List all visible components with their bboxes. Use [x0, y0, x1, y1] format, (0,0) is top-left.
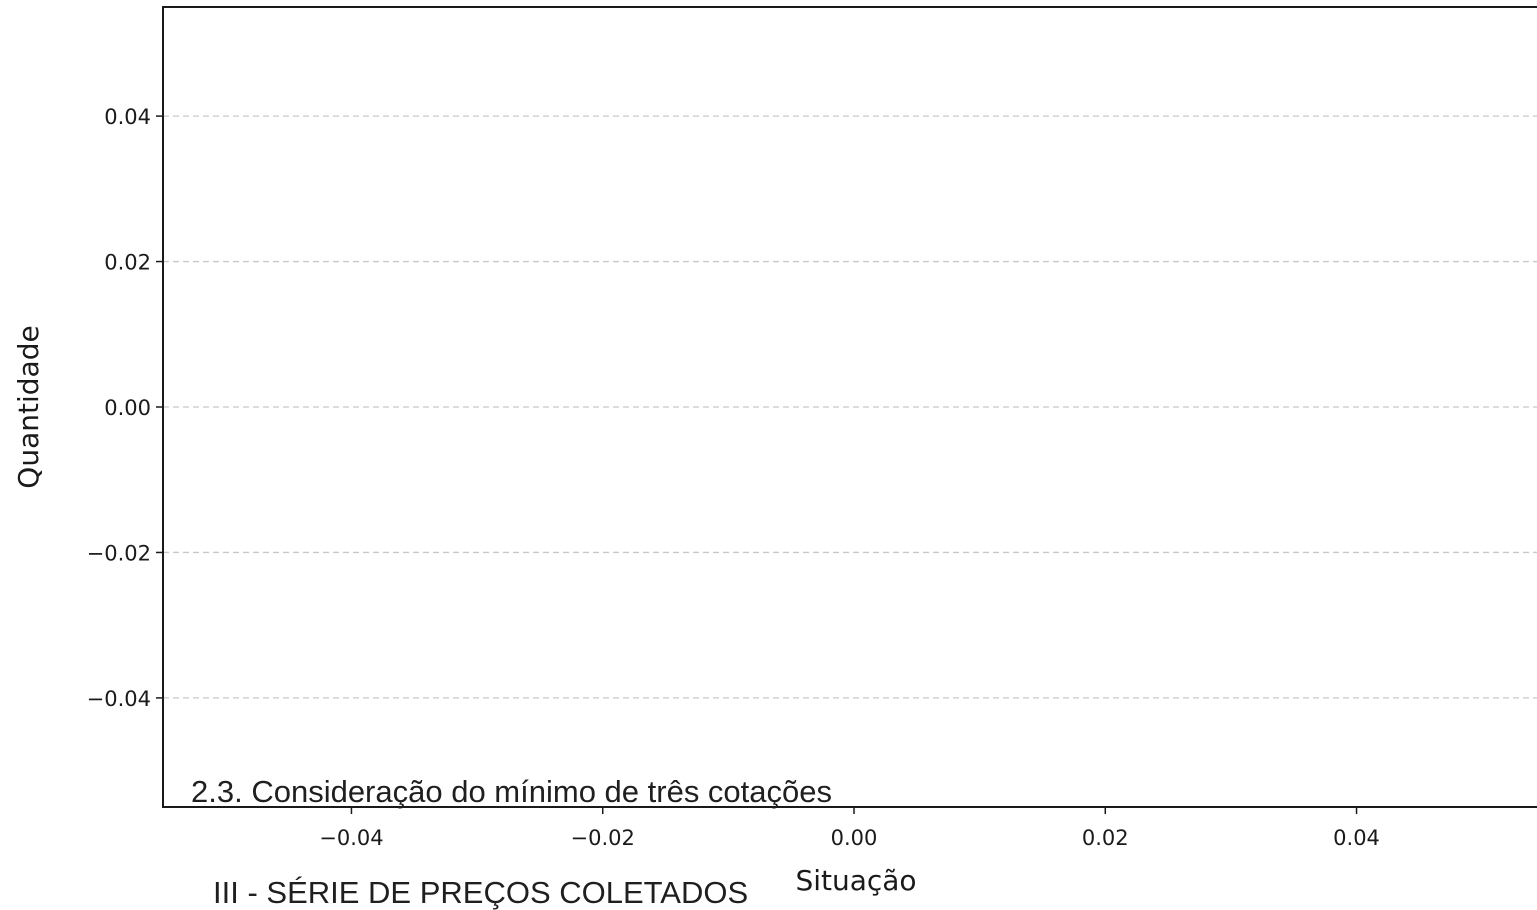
document-subsection-heading: 2.3. Consideração do mínimo de três cota…	[191, 774, 833, 809]
x-tick-label: −0.04	[319, 826, 383, 850]
y-axis-label: Quantidade	[12, 325, 45, 488]
x-axis-ticks: −0.04 −0.02 0.00 0.02 0.04	[319, 807, 1380, 850]
y-tick-label: 0.00	[104, 396, 151, 420]
x-tick-label: 0.02	[1082, 826, 1129, 850]
y-axis-ticks: 0.04 0.02 0.00 −0.02 −0.04	[87, 105, 163, 711]
x-tick-label: −0.02	[571, 826, 635, 850]
x-tick-label: 0.00	[831, 826, 878, 850]
y-tick-label: 0.04	[104, 105, 151, 129]
y-tick-label: −0.02	[87, 541, 151, 565]
y-tick-label: −0.04	[87, 687, 151, 711]
plot-area-frame	[162, 6, 1537, 808]
y-tick-label: 0.02	[104, 251, 151, 275]
document-section-heading: III - SÉRIE DE PREÇOS COLETADOS	[213, 875, 749, 910]
grid-lines	[163, 115, 1537, 699]
x-tick-label: 0.04	[1333, 826, 1380, 850]
x-axis-label: Situação	[795, 864, 916, 897]
